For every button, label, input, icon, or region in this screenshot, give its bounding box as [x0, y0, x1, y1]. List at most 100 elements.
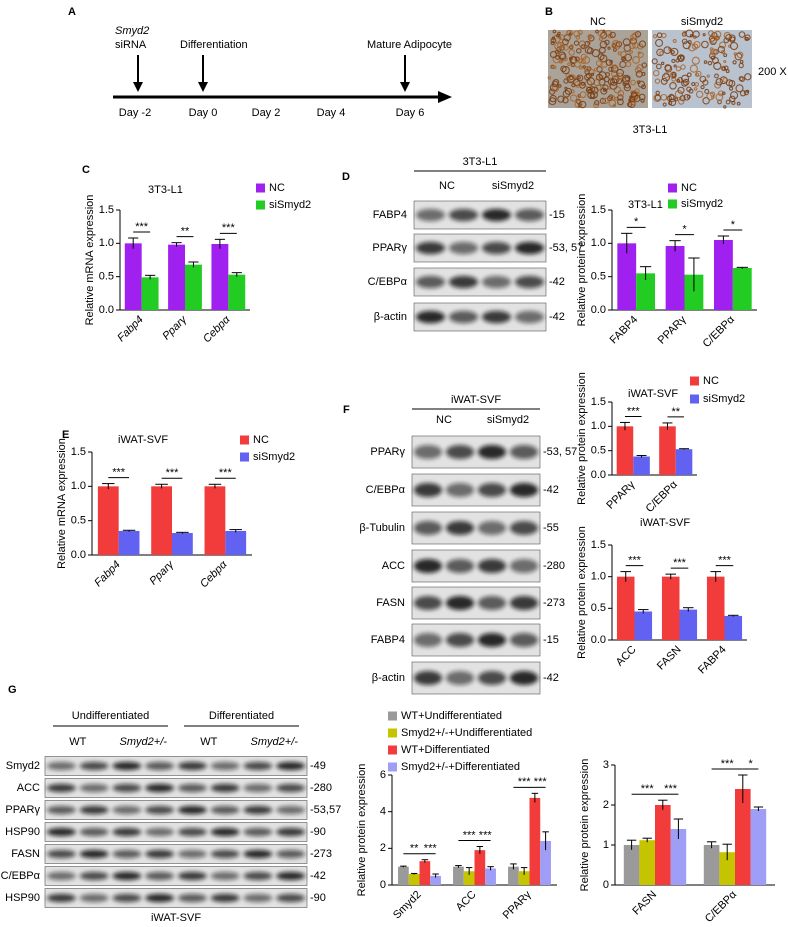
blot-band [112, 805, 142, 815]
lipid-droplet [579, 91, 587, 99]
lipid-droplet [710, 36, 718, 44]
blot-band [481, 310, 512, 324]
lipid-droplet [594, 100, 600, 106]
blot-band [79, 805, 109, 815]
protein-label: C/EBPα [1, 870, 41, 882]
lipid-droplet [587, 88, 593, 94]
lipid-droplet [707, 60, 713, 66]
lipid-droplet [738, 62, 744, 69]
lipid-droplet [691, 43, 699, 50]
molecular-weight: -15 [543, 634, 559, 646]
step-arrow-head [400, 82, 410, 92]
lipid-droplet [576, 74, 584, 82]
legend-swatch [388, 762, 397, 772]
lipid-droplet [660, 93, 668, 101]
lipid-droplet [573, 30, 581, 38]
blot-band [112, 849, 142, 859]
blot-band [177, 871, 207, 881]
y-tick-label: 4 [380, 806, 386, 818]
lipid-droplet [745, 37, 750, 41]
legend-swatch [256, 200, 265, 210]
blot-band [477, 558, 507, 574]
legend-label: WT+Undifferentiated [401, 710, 502, 722]
y-tick-label: 1.5 [71, 446, 86, 458]
lipid-droplet [577, 29, 583, 36]
blot-band [145, 783, 175, 793]
molecular-weight: -55 [543, 522, 559, 534]
blot-band [448, 275, 479, 289]
bar [185, 264, 202, 310]
lipid-droplet [628, 42, 636, 50]
molecular-weight: -42 [549, 276, 565, 288]
legend-swatch [668, 199, 677, 209]
lane-group-label: siSmyd2 [492, 180, 534, 192]
lipid-droplet [550, 41, 555, 46]
significance-label: ** [410, 843, 419, 855]
lipid-droplet [630, 79, 636, 86]
lipid-droplet [668, 98, 677, 107]
lipid-droplet [706, 92, 715, 101]
protein-label: FABP4 [371, 634, 405, 646]
bar [141, 277, 159, 310]
significance-label: *** [463, 829, 477, 841]
lipid-droplet [671, 58, 676, 64]
legend-swatch [388, 728, 397, 738]
blot-band [210, 827, 240, 837]
lipid-droplet [666, 95, 672, 102]
y-tick-label: 0.0 [71, 549, 86, 561]
bar [228, 274, 246, 310]
step-label: siRNA [115, 39, 147, 51]
significance-label: * [634, 216, 639, 228]
lipid-droplet [594, 67, 598, 72]
legend-label: siSmyd2 [681, 198, 723, 210]
lipid-droplet [651, 58, 658, 65]
lipid-droplet [629, 37, 633, 42]
legend-label: siSmyd2 [253, 451, 295, 463]
day-label: Day -2 [119, 107, 151, 119]
significance-label: *** [166, 467, 180, 479]
protein-label: ACC [382, 560, 405, 572]
bar [639, 840, 655, 885]
lipid-droplet [674, 97, 679, 102]
lipid-droplet [557, 41, 564, 49]
lipid-droplet [736, 101, 741, 106]
blot-band [481, 208, 512, 222]
x-tick-label: ACC [454, 889, 479, 914]
blot-band [145, 827, 175, 837]
lipid-droplet [711, 57, 719, 65]
lane-group-label: siSmyd2 [487, 414, 529, 426]
lipid-droplet [582, 65, 586, 69]
lipid-droplet [578, 100, 587, 109]
blot-band [210, 783, 240, 793]
blot-band [415, 241, 446, 255]
lipid-droplet [732, 60, 737, 65]
y-tick-label: 1.0 [71, 480, 86, 492]
lipid-droplet [708, 35, 716, 42]
blot-band [79, 761, 109, 771]
molecular-weight: -53, 57 [549, 242, 583, 254]
y-tick-label: 0.5 [99, 271, 114, 283]
lipid-droplet [605, 59, 613, 66]
y-tick-label: 0 [380, 879, 386, 891]
lipid-droplet [604, 76, 610, 83]
significance-label: *** [479, 829, 493, 841]
y-tick-label: 1.0 [591, 237, 606, 249]
lipid-droplet [564, 87, 573, 96]
legend-swatch [388, 711, 397, 721]
blot-band [79, 893, 109, 903]
lipid-droplet [563, 78, 569, 84]
blot-band [448, 208, 479, 222]
lipid-droplet [674, 90, 684, 99]
lipid-droplet [668, 100, 673, 106]
step-arrow-head [133, 82, 143, 92]
lipid-droplet [550, 64, 555, 69]
lipid-droplet [559, 53, 567, 61]
y-tick-label: 1.5 [591, 204, 606, 216]
blot-band [509, 595, 539, 611]
blot-band [276, 827, 306, 837]
blot-band [79, 849, 109, 859]
y-tick-label: 2 [603, 799, 609, 811]
lipid-droplet [600, 87, 608, 95]
lipid-droplet [677, 55, 682, 60]
protein-label: HSP90 [5, 826, 40, 838]
